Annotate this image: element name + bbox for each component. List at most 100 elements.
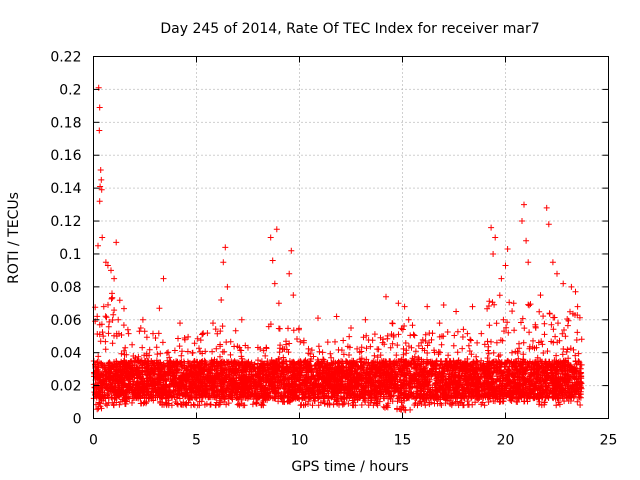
data-point: [467, 336, 474, 343]
data-point: [496, 292, 503, 299]
data-point: [111, 332, 117, 339]
data-point: [219, 323, 226, 330]
data-point: [116, 401, 123, 408]
data-point: [96, 399, 102, 406]
data-point: [135, 353, 142, 360]
data-point: [371, 331, 378, 338]
data-point: [371, 352, 378, 359]
points-layer: [90, 84, 585, 414]
data-point: [172, 379, 178, 386]
data-point: [188, 394, 195, 400]
data-point: [276, 325, 283, 332]
data-point: [402, 340, 409, 346]
data-point: [191, 374, 198, 381]
data-point: [116, 297, 123, 304]
data-point: [197, 359, 204, 366]
data-point: [451, 332, 458, 339]
data-point: [153, 344, 160, 351]
data-point: [174, 400, 180, 407]
data-point: [346, 352, 352, 358]
data-point: [107, 360, 114, 367]
data-point: [175, 390, 182, 397]
data-point: [94, 313, 101, 320]
data-point: [143, 334, 150, 341]
data-point: [327, 350, 334, 357]
data-point: [196, 402, 203, 409]
data-point: [157, 350, 164, 357]
data-point: [204, 371, 211, 378]
data-point: [133, 385, 140, 392]
data-point: [262, 352, 269, 359]
data-point: [409, 322, 416, 329]
data-point: [182, 377, 189, 384]
data-point: [125, 384, 132, 390]
data-point: [297, 338, 304, 345]
data-point: [474, 339, 481, 346]
data-point: [105, 399, 112, 406]
data-point: [170, 359, 177, 365]
data-point: [115, 383, 122, 390]
data-point: [104, 391, 111, 398]
data-point: [141, 352, 148, 359]
data-point: [290, 327, 297, 334]
data-point: [199, 331, 206, 338]
data-point: [139, 344, 146, 351]
data-point: [410, 331, 417, 338]
data-point: [102, 395, 109, 402]
data-point: [155, 372, 162, 379]
data-point: [206, 390, 213, 397]
data-point: [276, 349, 283, 356]
data-point: [332, 338, 338, 345]
data-point: [175, 335, 181, 342]
data-point: [122, 344, 129, 351]
data-point: [176, 387, 183, 394]
data-point: [217, 341, 224, 348]
data-point: [121, 366, 128, 373]
data-point: [109, 379, 116, 386]
data-point: [214, 374, 221, 381]
data-point: [141, 328, 148, 335]
data-point: [254, 344, 261, 351]
data-point: [102, 313, 109, 320]
data-point: [203, 382, 210, 389]
data-point: [105, 323, 112, 330]
data-point: [189, 349, 196, 356]
data-point: [464, 330, 471, 337]
data-point: [209, 348, 216, 355]
data-point: [460, 326, 467, 333]
data-point: [173, 370, 180, 377]
data-point: [94, 359, 101, 365]
data-point: [227, 351, 234, 358]
data-point: [207, 401, 214, 408]
data-point: [225, 400, 232, 407]
data-point: [135, 395, 142, 402]
data-point: [96, 391, 103, 398]
data-point: [358, 402, 365, 408]
data-point: [113, 358, 120, 365]
data-point: [169, 364, 176, 370]
data-point: [255, 357, 261, 364]
data-point: [118, 332, 125, 338]
data-point: [459, 334, 466, 340]
data-point: [316, 348, 323, 355]
data-point: [144, 370, 151, 377]
data-point: [465, 342, 472, 349]
data-point: [108, 365, 115, 372]
data-point: [165, 368, 172, 375]
data-point: [319, 349, 326, 356]
data-point: [129, 378, 136, 385]
data-point: [98, 321, 105, 328]
data-point: [454, 349, 461, 356]
data-point: [182, 393, 189, 400]
data-point: [203, 368, 210, 375]
data-point: [137, 325, 144, 331]
data-point: [224, 359, 231, 366]
data-point: [178, 373, 185, 380]
data-point: [105, 330, 112, 337]
data-point: [159, 401, 166, 408]
data-point: [106, 369, 112, 376]
data-point: [109, 370, 116, 377]
data-point: [132, 366, 139, 373]
data-point: [166, 354, 173, 361]
data-point: [360, 334, 367, 341]
